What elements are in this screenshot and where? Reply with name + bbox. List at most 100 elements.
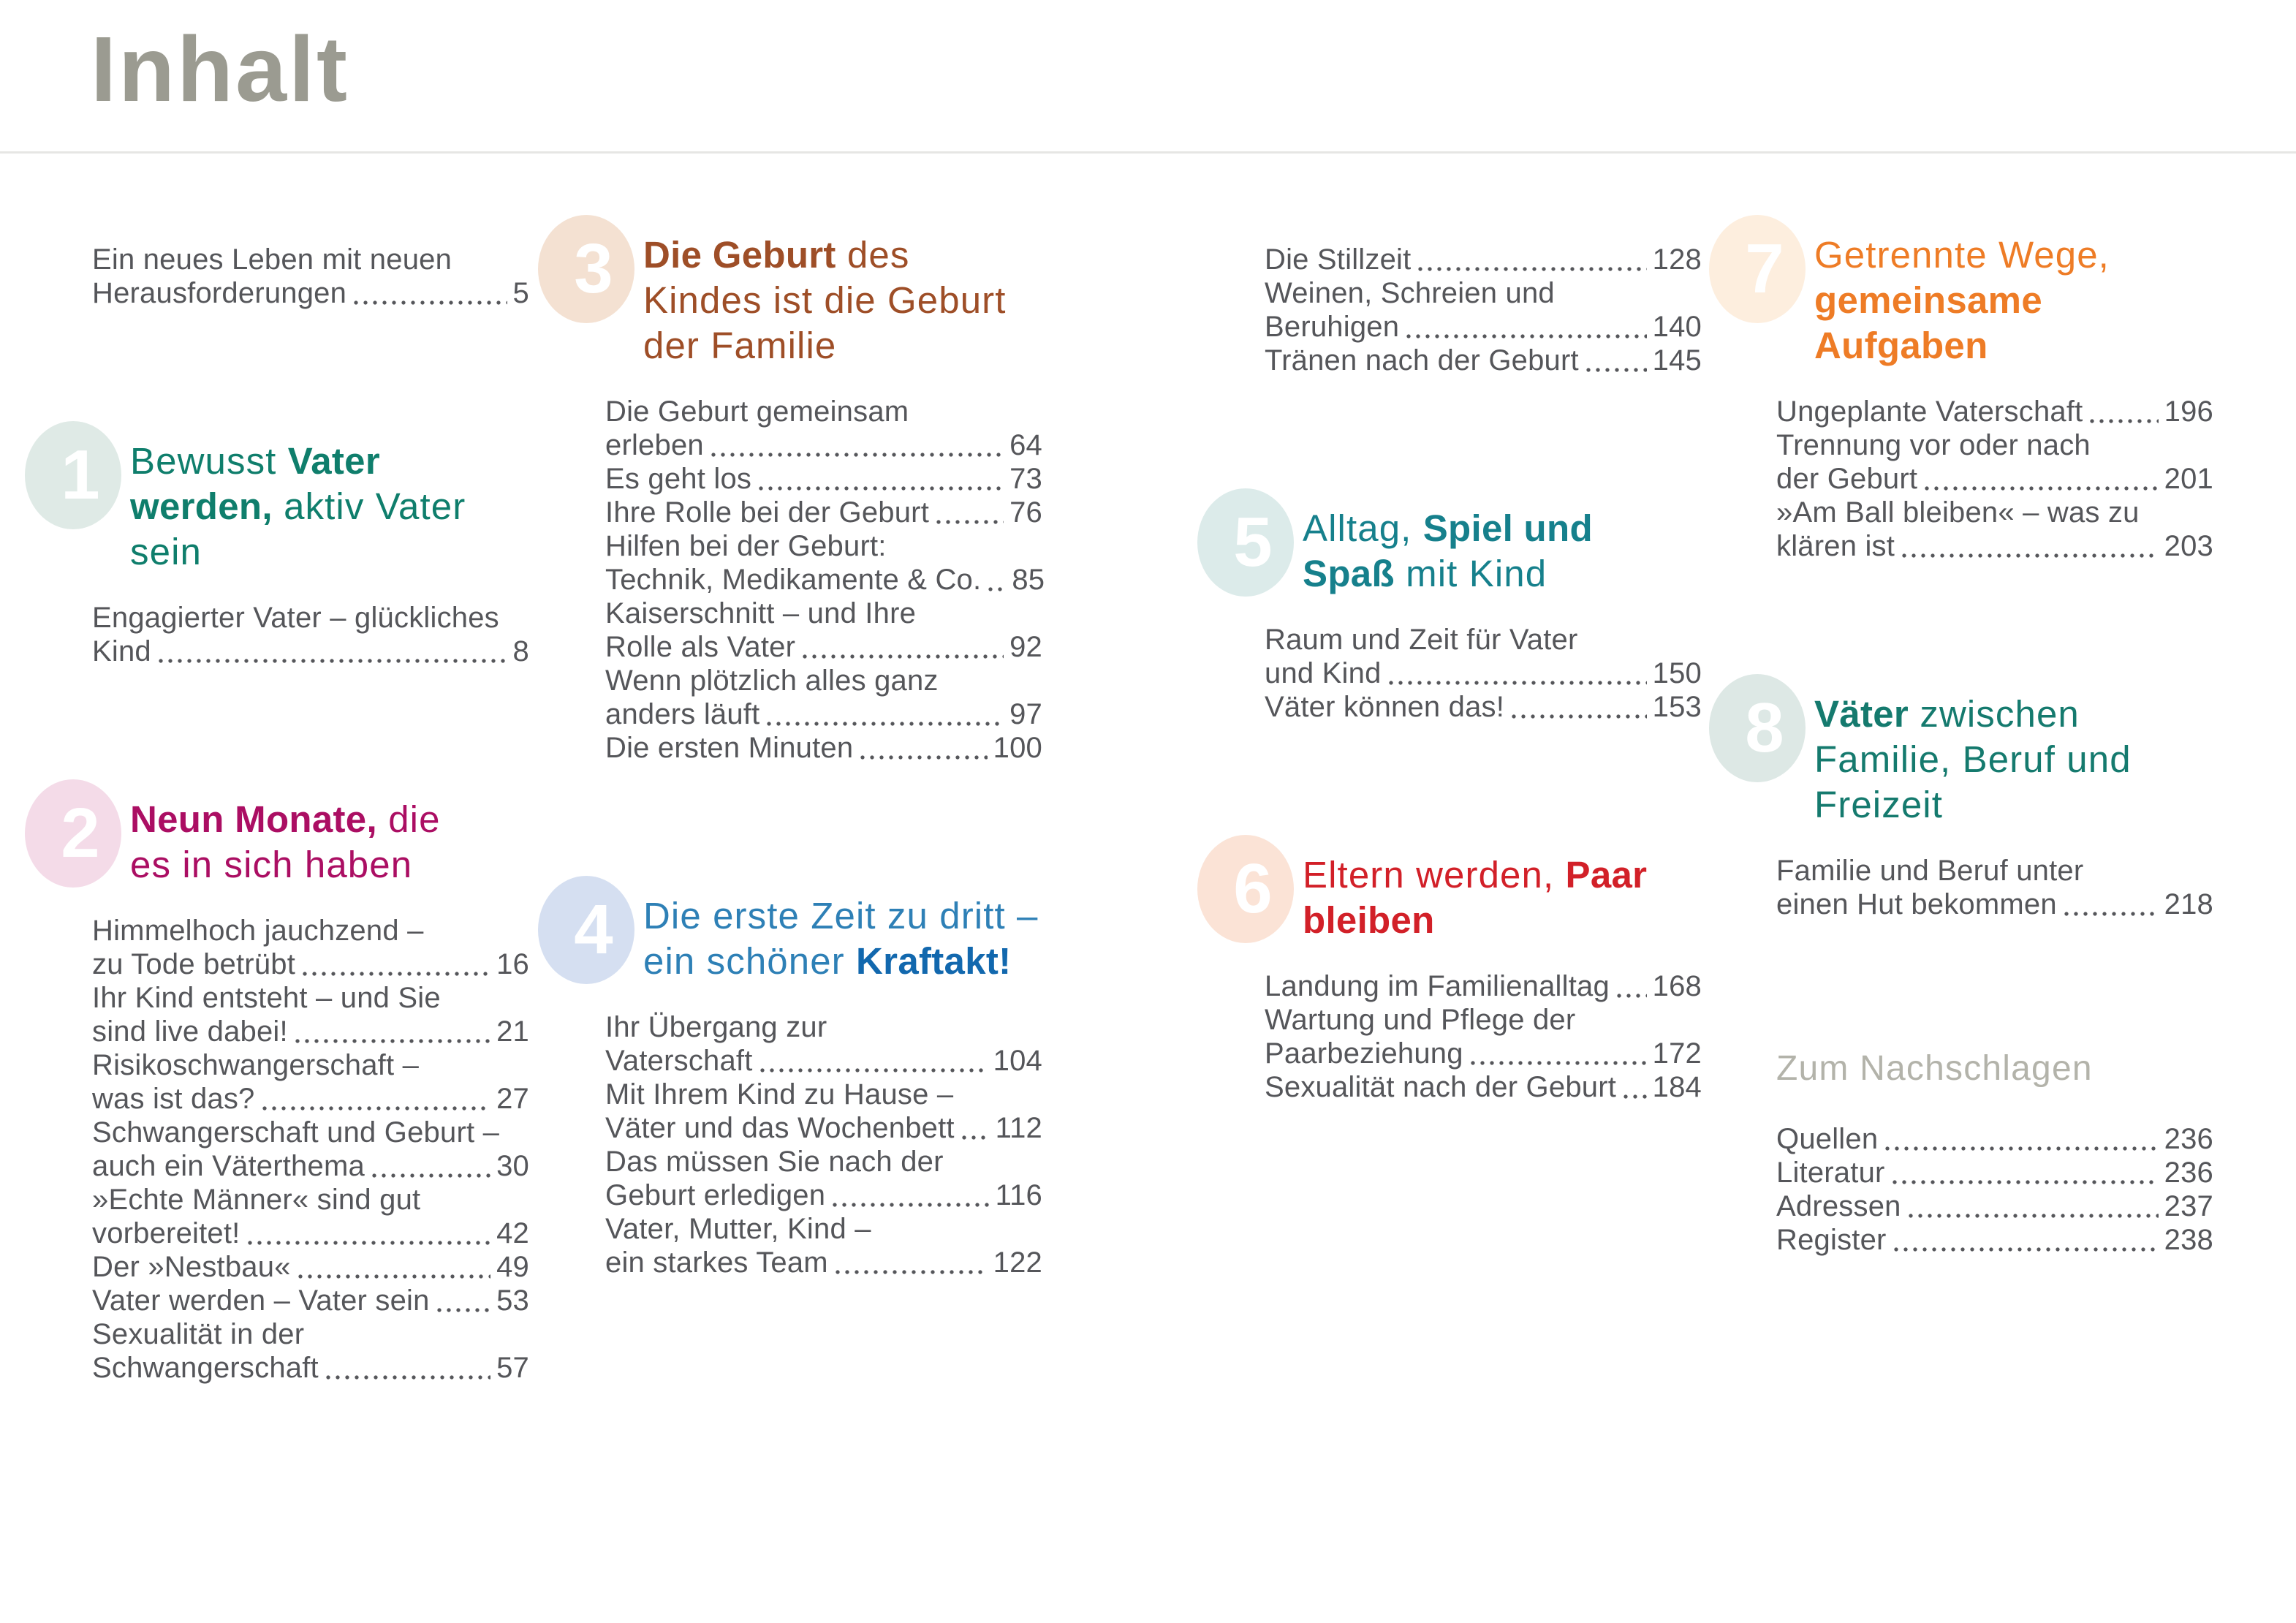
toc-entry: Risikoschwangerschaft – was ist das? 27 bbox=[92, 1048, 529, 1116]
chapter-title-line: Neun Monate, die bbox=[130, 797, 529, 842]
toc-entry-text: Technik, Medikamente & Co. bbox=[605, 564, 982, 596]
chapter-number-bubble: 2 bbox=[25, 779, 121, 888]
chapter-title: Eltern werden, Paar bleiben bbox=[1303, 852, 1702, 943]
chapter-2-header: 2 Neun Monate, die es in sich haben bbox=[25, 779, 529, 888]
column-2: 3 Die Geburt des Kindes ist die Geburt der … bbox=[538, 215, 1045, 1279]
chapter-title-line: werden, aktiv Vater bbox=[130, 484, 529, 529]
toc-entry: Landung im Familienalltag 168 bbox=[1265, 969, 1702, 1003]
toc-entry-group: Ein neues Leben mit neuen Herausforderung… bbox=[92, 243, 529, 310]
page-number: 49 bbox=[496, 1251, 529, 1283]
dot-leader bbox=[767, 722, 1004, 726]
toc-entry-line: Herausforderungen 5 bbox=[92, 276, 529, 310]
toc-entry-text: Paarbeziehung bbox=[1265, 1037, 1463, 1070]
toc-entry-text: Es geht los bbox=[605, 463, 752, 495]
dot-leader bbox=[1418, 267, 1647, 271]
toc-entry-text: Ihre Rolle bei der Geburt bbox=[605, 496, 930, 529]
chapter-title-segment: Bewusst bbox=[130, 440, 288, 482]
chapter-title-segment: gemeinsame bbox=[1814, 279, 2042, 321]
chapter-title-line: Aufgaben bbox=[1814, 323, 2213, 368]
toc-entry-text: Väter können das! bbox=[1265, 691, 1505, 723]
chapter-title-line: Bewusst Vater bbox=[130, 439, 529, 484]
toc-entry-text: Raum und Zeit für Vater bbox=[1265, 624, 1578, 656]
toc-entry-line: Tränen nach der Geburt 145 bbox=[1265, 344, 1702, 377]
chapter-title-segment: Die erste Zeit zu dritt – bbox=[643, 895, 1039, 937]
toc-entry: Quellen 236 bbox=[1776, 1122, 2213, 1156]
toc-entry: Ihre Rolle bei der Geburt 76 bbox=[605, 496, 1042, 529]
column-1: Ein neues Leben mit neuen Herausforderung… bbox=[25, 232, 529, 1385]
toc-entry: Raum und Zeit für Vater und Kind 150 bbox=[1265, 623, 1702, 690]
page-number: 184 bbox=[1652, 1071, 1702, 1103]
toc-entry-text: und Kind bbox=[1265, 657, 1382, 689]
toc-entry-text: Tränen nach der Geburt bbox=[1265, 344, 1579, 377]
toc-entry-text: zu Tode betrübt bbox=[92, 948, 296, 980]
dot-leader bbox=[1892, 1180, 2159, 1184]
page-number: 112 bbox=[995, 1112, 1042, 1144]
toc-entry-line: Adressen 237 bbox=[1776, 1189, 2213, 1223]
toc-entry-text: Trennung vor oder nach bbox=[1776, 429, 2091, 461]
toc-entry-text: Kaiserschnitt – und Ihre bbox=[605, 597, 917, 629]
chapter-title: Väter zwischen Familie, Beruf und Freizeit bbox=[1814, 692, 2213, 828]
page-number: 196 bbox=[2164, 396, 2213, 428]
toc-entry-line: Paarbeziehung 172 bbox=[1265, 1037, 1702, 1070]
toc-entry: Sexualität nach der Geburt 184 bbox=[1265, 1070, 1702, 1104]
chapter-title-segment: die bbox=[376, 798, 441, 840]
toc-entry-text: einen Hut bekommen bbox=[1776, 888, 2057, 920]
chapter-number-bubble: 7 bbox=[1709, 215, 1806, 323]
page-number: 92 bbox=[1009, 631, 1042, 663]
dot-leader bbox=[1902, 553, 2159, 558]
page-number: 238 bbox=[2164, 1224, 2213, 1256]
chapter-title-line: Väter zwischen bbox=[1814, 692, 2213, 737]
chapter-title-segment: Getrennte Wege, bbox=[1814, 234, 2110, 276]
chapter-title-line: Spaß mit Kind bbox=[1303, 551, 1702, 597]
toc-entry-line: Ihre Rolle bei der Geburt 76 bbox=[605, 496, 1042, 529]
toc-entry-group: Engagierter Vater – glückliches Kind 8 bbox=[92, 601, 529, 668]
page-number: 42 bbox=[496, 1217, 529, 1249]
toc-entry-text: Sexualität in der bbox=[92, 1318, 305, 1350]
chapter-number-bubble: 6 bbox=[1197, 835, 1294, 943]
toc-entry-text: Die Geburt gemeinsam bbox=[605, 396, 909, 428]
toc-entry: Sexualität in der Schwangerschaft 57 bbox=[92, 1317, 529, 1385]
page-number: 97 bbox=[1009, 698, 1042, 730]
toc-entry: Engagierter Vater – glückliches Kind 8 bbox=[92, 601, 529, 668]
chapter-title-segment: Spiel und bbox=[1422, 507, 1593, 549]
toc-entry: Schwangerschaft und Geburt – auch ein Vät… bbox=[92, 1116, 529, 1183]
toc-entry-text: Quellen bbox=[1776, 1123, 1879, 1155]
chapter-title-segment: bleiben bbox=[1303, 899, 1435, 941]
toc-entry-line: Landung im Familienalltag 168 bbox=[1265, 969, 1702, 1003]
toc-entry-text: Wartung und Pflege der bbox=[1265, 1004, 1576, 1036]
toc-entry-text: Engagierter Vater – glückliches bbox=[92, 602, 499, 634]
chapter-number: 5 bbox=[1233, 503, 1273, 581]
page-number: 153 bbox=[1652, 691, 1702, 723]
dot-leader bbox=[262, 1106, 491, 1111]
chapter-title-line: es in sich haben bbox=[130, 842, 529, 888]
page-number: 116 bbox=[995, 1179, 1042, 1211]
toc-entry: Adressen 237 bbox=[1776, 1189, 2213, 1223]
toc-entry-line: ein starkes Team 122 bbox=[605, 1246, 1042, 1279]
toc-entry-line: Die Stillzeit 128 bbox=[1265, 243, 1702, 276]
toc-entry-text: Sexualität nach der Geburt bbox=[1265, 1071, 1617, 1103]
dot-leader bbox=[833, 1203, 990, 1207]
toc-entry-group: Ungeplante Vaterschaft 196 Trennung vor od… bbox=[1776, 395, 2213, 563]
dot-leader bbox=[1512, 714, 1647, 719]
toc-entry-text: Register bbox=[1776, 1224, 1887, 1256]
toc-entry: Mit Ihrem Kind zu Hause – Väter und das W… bbox=[605, 1078, 1042, 1145]
toc-entry: Kaiserschnitt – und Ihre Rolle als Vater 9… bbox=[605, 597, 1042, 664]
toc-entry-line: Beruhigen 140 bbox=[1265, 310, 1702, 344]
chapter-title-segment: Alltag, bbox=[1303, 507, 1423, 549]
chapter-title-line: Freizeit bbox=[1814, 782, 2213, 828]
page-number: 8 bbox=[512, 635, 529, 667]
chapter-title-segment: Paar bbox=[1565, 854, 1648, 896]
chapter-number: 6 bbox=[1233, 850, 1273, 928]
toc-entry-line: der Geburt 201 bbox=[1776, 462, 2213, 496]
toc-entry-text: Ihr Kind entsteht – und Sie bbox=[92, 982, 441, 1014]
dot-leader bbox=[1925, 486, 2159, 491]
page-number: 76 bbox=[1009, 496, 1042, 529]
chapter-title: Alltag, Spiel und Spaß mit Kind bbox=[1303, 506, 1702, 597]
dot-leader bbox=[803, 654, 1004, 659]
chapter-number-bubble: 5 bbox=[1197, 488, 1294, 597]
chapter-number: 7 bbox=[1745, 230, 1784, 308]
chapter-title-segment: Eltern werden, bbox=[1303, 854, 1566, 896]
toc-entry-text: Väter und das Wochenbett bbox=[605, 1112, 955, 1144]
page-number: 27 bbox=[496, 1083, 529, 1115]
toc-entry-text: Wenn plötzlich alles ganz bbox=[605, 665, 939, 697]
